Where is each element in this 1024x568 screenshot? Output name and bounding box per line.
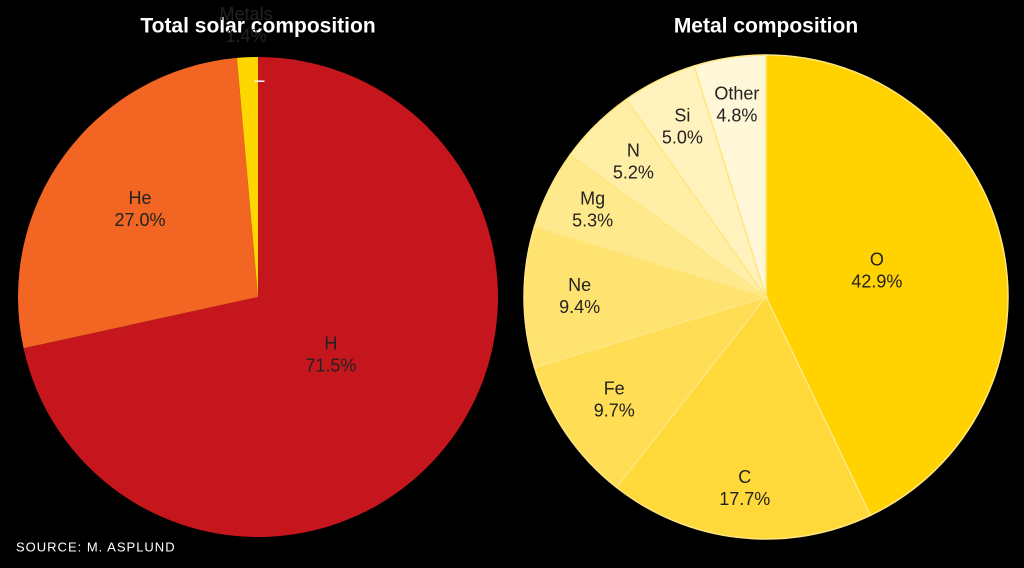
pie-slice — [615, 295, 872, 540]
pie-slice — [693, 54, 767, 298]
slice-value-label: 17.7% — [719, 489, 770, 509]
slice-value-label: 9.4% — [559, 297, 600, 317]
slice-value-label: 42.9% — [851, 272, 902, 292]
pie-slice — [236, 57, 258, 297]
slice-label: Fe — [604, 379, 625, 399]
slice-label: Ne — [568, 275, 591, 295]
slice-label: N — [627, 140, 640, 160]
pie-slice — [765, 54, 1009, 517]
chart-title: Total solar composition — [140, 15, 375, 38]
slice-value-label: 1.4% — [226, 26, 267, 46]
source: SOURCE: M. ASPLUND — [16, 539, 176, 554]
slice-value-label: 5.2% — [613, 162, 654, 182]
pie-slice — [23, 57, 498, 537]
slice-value-label: 71.5% — [305, 355, 356, 375]
slice-label: Metals — [220, 4, 273, 24]
slice-value-label: 5.3% — [572, 210, 613, 230]
pie-slice — [523, 225, 769, 369]
slice-label: C — [738, 467, 751, 487]
chart-title: Metal composition — [674, 15, 858, 38]
slice-label: H — [324, 333, 337, 353]
slice-value-label: 4.8% — [716, 105, 757, 125]
pie-slice — [533, 295, 769, 489]
slice-label: Mg — [580, 188, 605, 208]
slice-label: He — [129, 188, 152, 208]
slice-label: O — [870, 250, 884, 270]
slice-value-label: 27.0% — [114, 210, 165, 230]
slice-value-label: 9.7% — [594, 401, 635, 421]
slice-label: Si — [674, 106, 690, 126]
pie-slice — [17, 57, 258, 349]
slice-value-label: 5.0% — [662, 128, 703, 148]
slice-label: Other — [714, 83, 759, 103]
